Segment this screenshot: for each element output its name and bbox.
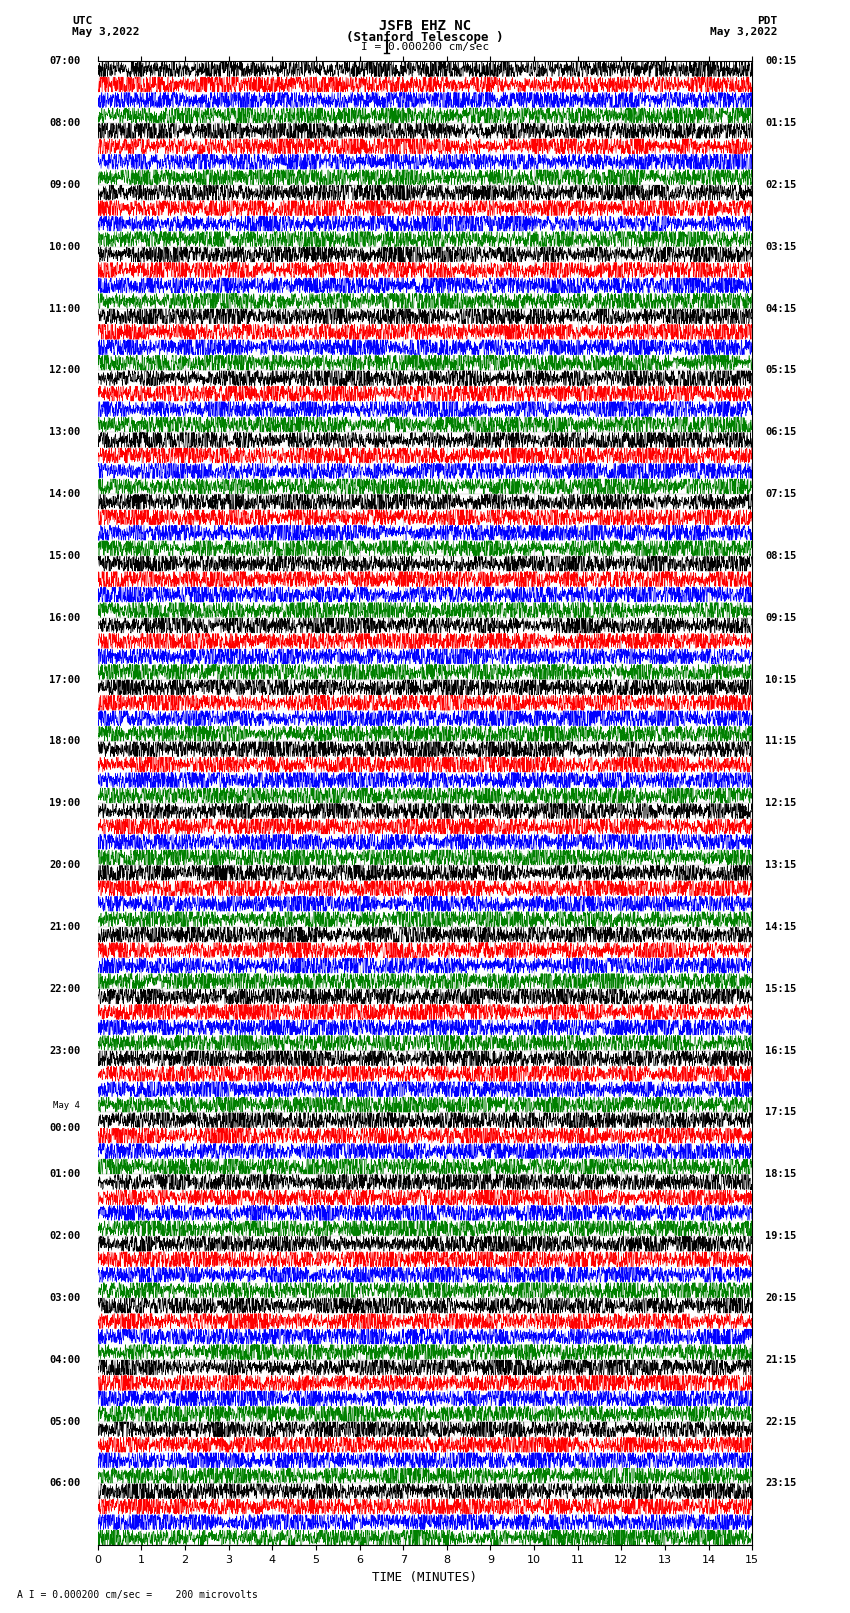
- Text: PDT: PDT: [757, 16, 778, 26]
- Text: 04:00: 04:00: [49, 1355, 80, 1365]
- Text: 15:15: 15:15: [765, 984, 796, 994]
- Text: JSFB EHZ NC: JSFB EHZ NC: [379, 19, 471, 34]
- Text: May 3,2022: May 3,2022: [711, 27, 778, 37]
- Text: 01:00: 01:00: [49, 1169, 80, 1179]
- Text: 23:00: 23:00: [49, 1045, 80, 1055]
- Text: 18:15: 18:15: [765, 1169, 796, 1179]
- Text: 22:15: 22:15: [765, 1416, 796, 1426]
- Text: 14:00: 14:00: [49, 489, 80, 498]
- Text: UTC: UTC: [72, 16, 93, 26]
- Text: May 3,2022: May 3,2022: [72, 27, 139, 37]
- Text: 05:15: 05:15: [765, 366, 796, 376]
- Text: 09:00: 09:00: [49, 181, 80, 190]
- Text: 11:00: 11:00: [49, 303, 80, 313]
- Text: 12:00: 12:00: [49, 366, 80, 376]
- Text: 03:15: 03:15: [765, 242, 796, 252]
- Text: 20:00: 20:00: [49, 860, 80, 869]
- Text: 11:15: 11:15: [765, 737, 796, 747]
- X-axis label: TIME (MINUTES): TIME (MINUTES): [372, 1571, 478, 1584]
- Text: 03:00: 03:00: [49, 1294, 80, 1303]
- Text: 20:15: 20:15: [765, 1294, 796, 1303]
- Text: 02:00: 02:00: [49, 1231, 80, 1240]
- Text: 16:00: 16:00: [49, 613, 80, 623]
- Text: 04:15: 04:15: [765, 303, 796, 313]
- Text: 08:15: 08:15: [765, 552, 796, 561]
- Text: 09:15: 09:15: [765, 613, 796, 623]
- Text: 00:00: 00:00: [49, 1123, 80, 1132]
- Text: May 4: May 4: [54, 1102, 80, 1110]
- Text: 08:00: 08:00: [49, 118, 80, 127]
- Text: 19:15: 19:15: [765, 1231, 796, 1240]
- Text: 07:00: 07:00: [49, 56, 80, 66]
- Text: 06:15: 06:15: [765, 427, 796, 437]
- Text: 23:15: 23:15: [765, 1479, 796, 1489]
- Text: 07:15: 07:15: [765, 489, 796, 498]
- Text: 15:00: 15:00: [49, 552, 80, 561]
- Text: I = 0.000200 cm/sec: I = 0.000200 cm/sec: [361, 42, 489, 52]
- Text: 17:00: 17:00: [49, 674, 80, 684]
- Text: 00:15: 00:15: [765, 56, 796, 66]
- Text: 10:15: 10:15: [765, 674, 796, 684]
- Text: 01:15: 01:15: [765, 118, 796, 127]
- Text: (Stanford Telescope ): (Stanford Telescope ): [346, 31, 504, 44]
- Text: A I = 0.000200 cm/sec =    200 microvolts: A I = 0.000200 cm/sec = 200 microvolts: [17, 1590, 258, 1600]
- Text: 06:00: 06:00: [49, 1479, 80, 1489]
- Text: 02:15: 02:15: [765, 181, 796, 190]
- Text: 19:00: 19:00: [49, 798, 80, 808]
- Text: 14:15: 14:15: [765, 923, 796, 932]
- Text: 10:00: 10:00: [49, 242, 80, 252]
- Text: 05:00: 05:00: [49, 1416, 80, 1426]
- Text: 18:00: 18:00: [49, 737, 80, 747]
- Text: 12:15: 12:15: [765, 798, 796, 808]
- Text: 21:15: 21:15: [765, 1355, 796, 1365]
- Text: 13:15: 13:15: [765, 860, 796, 869]
- Text: 22:00: 22:00: [49, 984, 80, 994]
- Text: 13:00: 13:00: [49, 427, 80, 437]
- Text: 16:15: 16:15: [765, 1045, 796, 1055]
- Text: 21:00: 21:00: [49, 923, 80, 932]
- Text: 17:15: 17:15: [765, 1108, 796, 1118]
